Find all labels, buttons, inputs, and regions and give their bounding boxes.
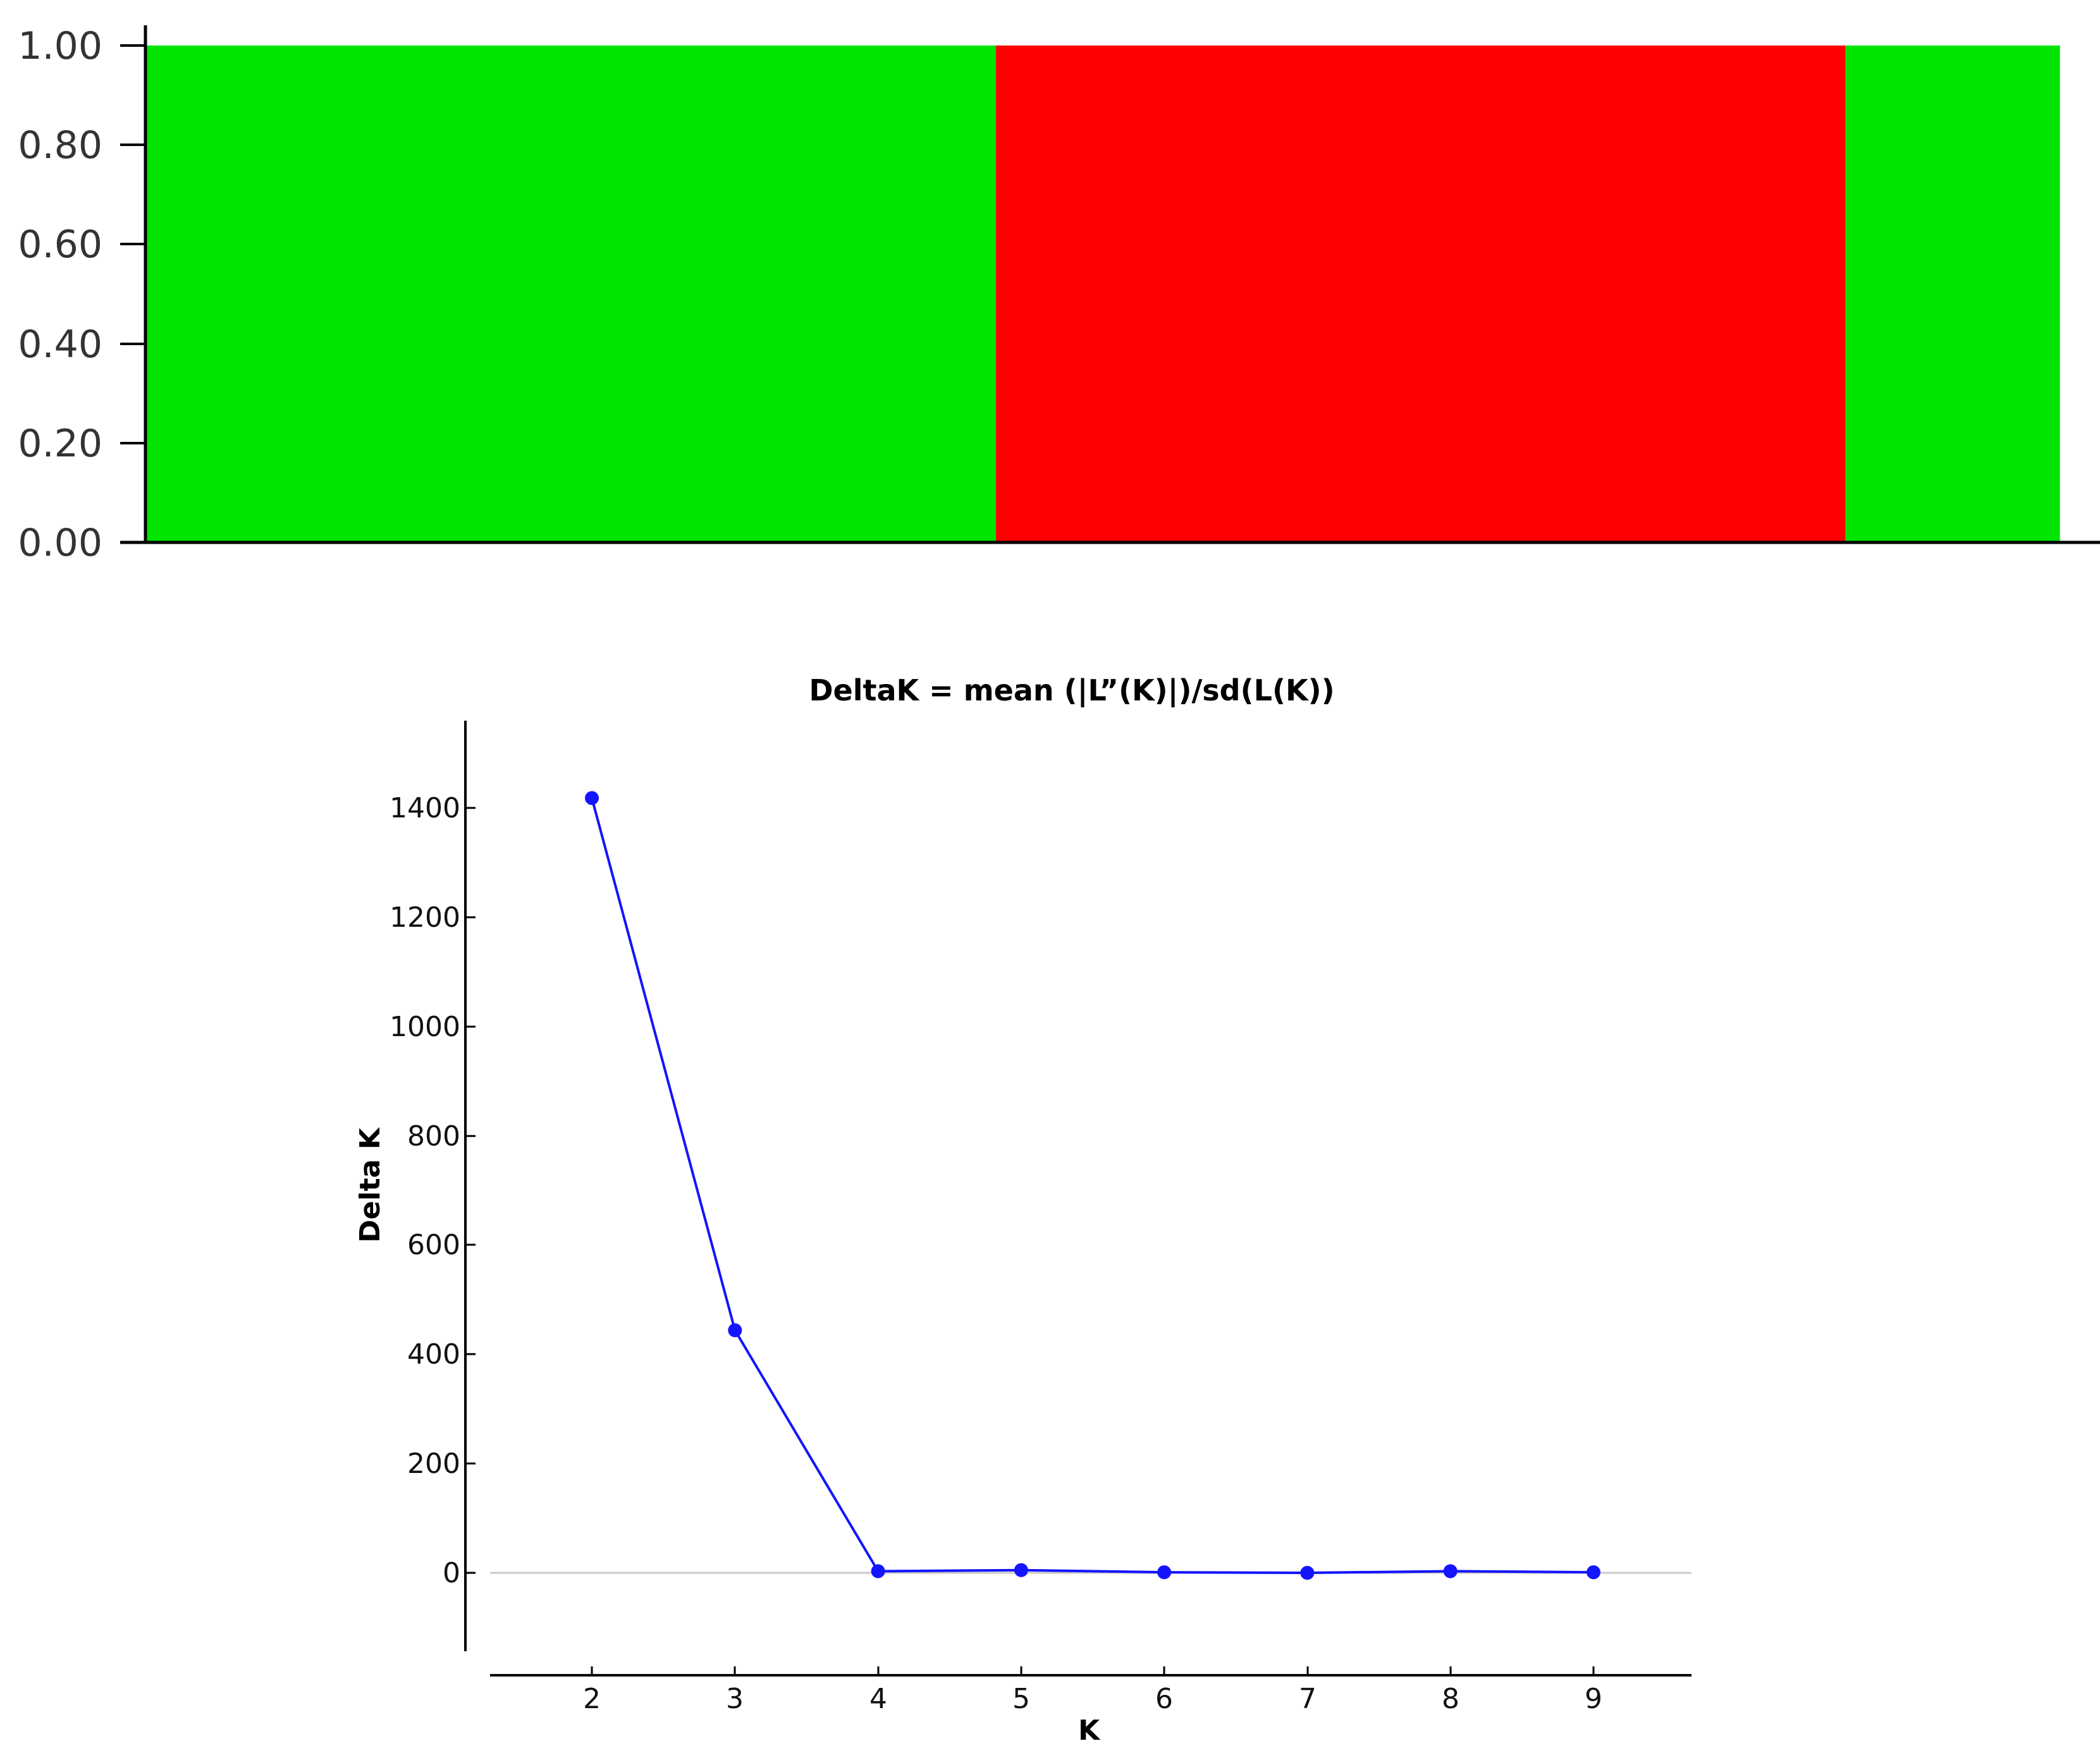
deltak-xtick-label: 9: [1585, 1683, 1602, 1715]
deltak-data-point: [585, 791, 599, 805]
structure-ytick-label: 0.40: [18, 322, 102, 367]
deltak-ytick-label: 1000: [390, 1011, 460, 1043]
deltak-series-line: [591, 797, 1594, 1574]
deltak-xtick-label: 8: [1442, 1683, 1459, 1715]
deltak-data-point: [1587, 1565, 1600, 1580]
deltak-points: [585, 791, 1600, 1580]
deltak-data-point: [871, 1564, 885, 1579]
deltak-ytick-label: 1200: [390, 901, 460, 934]
deltak-data-point: [1300, 1566, 1315, 1580]
deltak-xtick-label: 5: [1012, 1683, 1030, 1715]
structure-yticks: 0.00 0.20 0.40 0.60 0.80 1.00: [18, 24, 145, 565]
structure-plot: 0.00 0.20 0.40 0.60 0.80 1.00: [18, 24, 2100, 565]
deltak-ytick-label: 800: [407, 1120, 460, 1152]
deltak-ytick-label: 1400: [390, 792, 460, 824]
structure-ytick-label: 0.20: [18, 422, 102, 466]
deltak-ytick-label: 600: [407, 1229, 460, 1261]
deltak-xtick-label: 2: [583, 1683, 601, 1715]
deltak-yticks: 0 200 400 600 800 1000 1200 1400: [390, 792, 476, 1589]
structure-ytick-label: 0.80: [18, 123, 102, 168]
deltak-xtick-label: 6: [1155, 1683, 1173, 1715]
deltak-xtick-label: 4: [869, 1683, 887, 1715]
deltak-data-point: [1157, 1565, 1172, 1580]
deltak-xticks: 2 3 4 5 6 7 8 9: [583, 1666, 1602, 1715]
deltak-y-axis-label: Delta K: [354, 1127, 386, 1242]
deltak-plot: DeltaK = mean (|L”(K)|)/sd(L(K)) 0 200 4…: [354, 673, 1692, 1741]
deltak-data-point: [728, 1323, 742, 1338]
deltak-data-point: [1014, 1563, 1028, 1577]
deltak-xtick-label: 3: [726, 1683, 744, 1715]
structure-ytick-label: 0.60: [18, 223, 102, 267]
deltak-ytick-label: 0: [443, 1557, 460, 1589]
deltak-x-axis-label: K: [1078, 1714, 1101, 1741]
deltak-ytick-label: 400: [407, 1338, 460, 1371]
deltak-xtick-label: 7: [1299, 1683, 1317, 1715]
structure-blocks: [147, 46, 2060, 542]
structure-cluster-block: [1845, 46, 2060, 542]
deltak-ytick-label: 200: [407, 1448, 460, 1480]
structure-cluster-block: [996, 46, 1846, 542]
structure-ytick-label: 0.00: [18, 521, 102, 565]
structure-cluster-block: [147, 46, 997, 542]
deltak-title: DeltaK = mean (|L”(K)|)/sd(L(K)): [809, 673, 1334, 708]
structure-ytick-label: 1.00: [18, 24, 102, 68]
deltak-data-point: [1443, 1564, 1458, 1579]
